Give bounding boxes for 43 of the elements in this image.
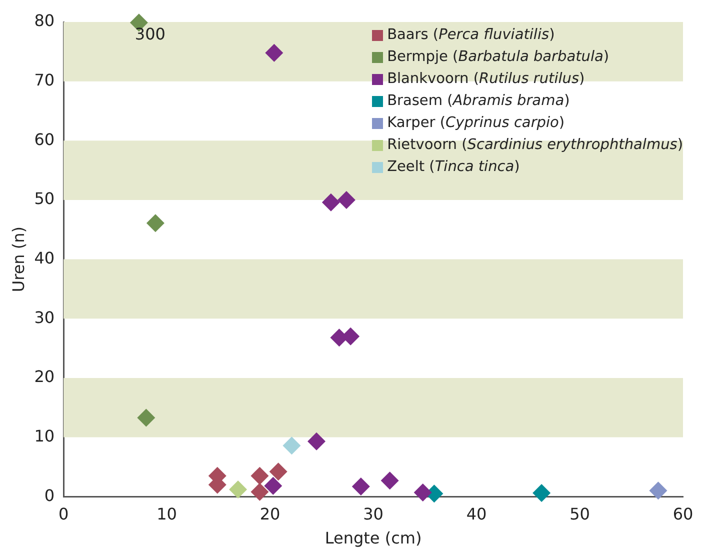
point bbox=[282, 436, 301, 455]
y-tick-label: 30 bbox=[34, 308, 55, 327]
point bbox=[146, 214, 164, 232]
y-tick-label: 70 bbox=[34, 70, 55, 90]
x-tick-label: 20 bbox=[260, 504, 280, 524]
point bbox=[380, 472, 399, 490]
y-tick-label: 20 bbox=[34, 367, 55, 386]
point bbox=[337, 190, 356, 209]
point bbox=[264, 476, 282, 495]
legend-label: Baars (Perca fluviatilis) bbox=[387, 26, 555, 45]
y-tick-label: 10 bbox=[34, 426, 55, 446]
point bbox=[352, 478, 370, 496]
point bbox=[229, 480, 248, 498]
legend-label: Zeelt (Tinca tinca) bbox=[387, 158, 520, 177]
y-tick-label: 0 bbox=[44, 486, 55, 505]
point bbox=[532, 484, 551, 502]
x-tick-label: 0 bbox=[58, 504, 69, 524]
point bbox=[414, 483, 432, 502]
x-tick-label: 60 bbox=[672, 504, 694, 524]
x-axis-title: Lengte (cm) bbox=[324, 528, 422, 548]
legend-label: Brasem (Abramis brama) bbox=[387, 92, 570, 111]
point bbox=[308, 432, 326, 450]
x-tick-label: 40 bbox=[466, 504, 487, 524]
legend-label: Blankvoorn (Rutilus rutilus) bbox=[387, 70, 585, 89]
point bbox=[250, 482, 269, 501]
legend-label: Bermpje (Barbatula barbatula) bbox=[387, 48, 610, 67]
point bbox=[137, 408, 156, 427]
legend-label: Rietvoorn (Scardinius erythrophthalmus) bbox=[387, 136, 683, 155]
y-tick-label: 60 bbox=[34, 130, 55, 149]
annotation: 300 bbox=[134, 24, 166, 44]
point bbox=[322, 193, 340, 212]
legend-label: Karper (Cyprinus carpio) bbox=[387, 114, 565, 133]
y-tick-label: 80 bbox=[34, 11, 55, 30]
y-tick-label: 40 bbox=[34, 248, 55, 268]
point bbox=[649, 482, 668, 500]
y-axis-title: Uren (n) bbox=[8, 226, 28, 292]
x-tick-label: 50 bbox=[570, 504, 590, 524]
x-tick-label: 30 bbox=[363, 504, 384, 524]
point bbox=[269, 462, 288, 481]
x-tick-label: 10 bbox=[156, 504, 177, 524]
point bbox=[265, 44, 284, 62]
y-tick-label: 50 bbox=[34, 189, 55, 208]
point bbox=[250, 466, 269, 485]
